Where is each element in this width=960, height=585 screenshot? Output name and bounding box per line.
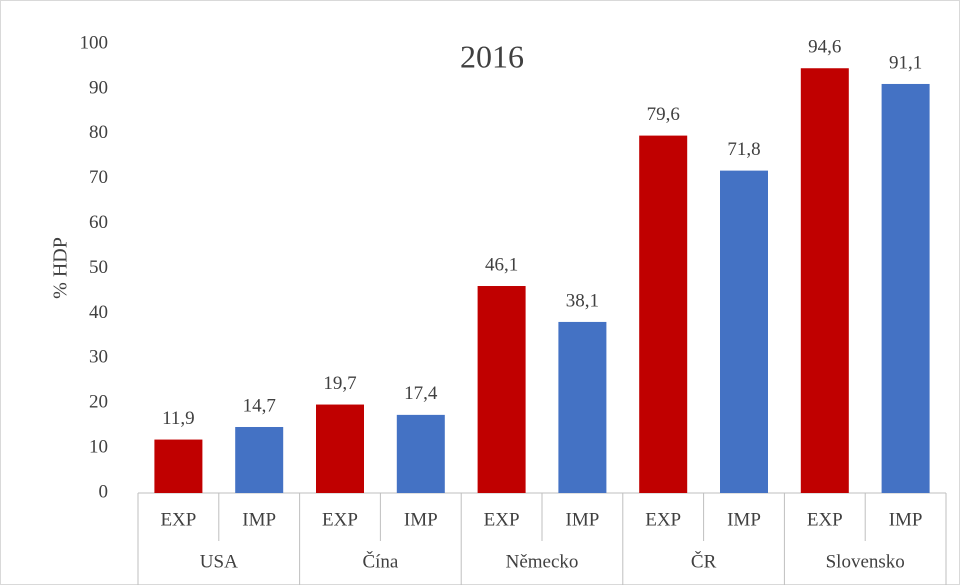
x-tick-label: EXP — [807, 509, 843, 530]
bar — [558, 321, 607, 493]
bar — [639, 135, 688, 493]
bar — [154, 439, 203, 493]
y-tick-label: 30 — [89, 347, 108, 368]
y-tick-label: 90 — [89, 77, 108, 98]
x-group-label: Slovensko — [826, 551, 905, 572]
data-label: 38,1 — [566, 290, 599, 311]
bar — [720, 170, 768, 494]
data-label: 46,1 — [485, 254, 518, 275]
x-group-label: Německo — [506, 551, 579, 572]
bar — [881, 83, 930, 493]
data-label: 91,1 — [889, 52, 922, 73]
data-label: 11,9 — [162, 408, 195, 429]
y-axis-label: % HDP — [50, 237, 72, 299]
bar — [235, 426, 284, 493]
x-tick-label: IMP — [889, 509, 923, 530]
bar — [396, 414, 445, 493]
x-tick-label: IMP — [242, 509, 276, 530]
x-group-label: ČR — [691, 550, 717, 572]
y-tick-label: 100 — [80, 32, 109, 53]
y-tick-label: 70 — [89, 167, 108, 188]
chart-title: 2016 — [460, 38, 524, 74]
bar — [316, 404, 364, 493]
x-tick-label: IMP — [404, 509, 438, 530]
x-tick-label: IMP — [566, 509, 600, 530]
data-label: 71,8 — [727, 139, 760, 160]
y-tick-label: 0 — [99, 481, 109, 502]
x-tick-label: EXP — [322, 509, 358, 530]
data-label: 79,6 — [647, 104, 680, 125]
bar — [800, 68, 849, 493]
y-tick-label: 60 — [89, 212, 108, 233]
y-tick-label: 20 — [89, 392, 108, 413]
x-tick-label: EXP — [484, 509, 520, 530]
x-tick-label: IMP — [727, 509, 761, 530]
data-label: 17,4 — [404, 383, 438, 404]
x-tick-label: EXP — [645, 509, 681, 530]
x-tick-label: EXP — [160, 509, 196, 530]
bar — [477, 286, 526, 493]
x-group-label: Čína — [362, 550, 398, 572]
y-tick-label: 10 — [89, 436, 108, 457]
data-label: 14,7 — [243, 395, 276, 416]
data-label: 19,7 — [323, 373, 356, 394]
y-tick-label: 80 — [89, 122, 108, 143]
y-tick-label: 40 — [89, 302, 108, 323]
y-tick-label: 50 — [89, 257, 108, 278]
data-label: 94,6 — [808, 37, 841, 58]
x-group-label: USA — [200, 551, 238, 572]
